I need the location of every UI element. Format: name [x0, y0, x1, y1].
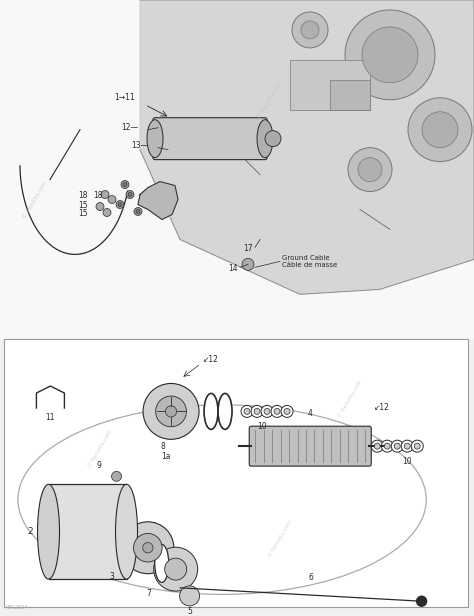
- Bar: [4, 339, 468, 607]
- Circle shape: [164, 558, 187, 580]
- Text: 7: 7: [146, 589, 151, 598]
- Circle shape: [136, 209, 140, 214]
- Circle shape: [96, 203, 104, 211]
- Circle shape: [116, 201, 124, 208]
- Ellipse shape: [257, 120, 273, 158]
- Circle shape: [155, 396, 186, 427]
- Text: 11: 11: [46, 413, 55, 422]
- Text: 1→11: 1→11: [114, 93, 135, 102]
- Ellipse shape: [116, 484, 137, 579]
- Circle shape: [134, 208, 142, 216]
- Polygon shape: [140, 0, 474, 294]
- Circle shape: [384, 443, 390, 449]
- Circle shape: [121, 180, 129, 188]
- Text: © Partzilla.com: © Partzilla.com: [257, 80, 283, 120]
- Circle shape: [414, 443, 420, 449]
- Circle shape: [362, 27, 418, 83]
- Bar: [330, 80, 370, 110]
- Circle shape: [281, 405, 293, 418]
- Polygon shape: [138, 182, 178, 219]
- Circle shape: [394, 443, 400, 449]
- Circle shape: [284, 408, 290, 415]
- Circle shape: [404, 443, 410, 449]
- Text: © Partzilla.com: © Partzilla.com: [337, 379, 363, 419]
- Text: REC2024: REC2024: [5, 604, 27, 610]
- Circle shape: [254, 408, 260, 415]
- Bar: [48, 484, 127, 579]
- Circle shape: [143, 543, 153, 553]
- Circle shape: [345, 10, 435, 100]
- Circle shape: [292, 12, 328, 48]
- Text: 17: 17: [243, 245, 253, 253]
- Circle shape: [241, 405, 253, 418]
- Circle shape: [154, 547, 198, 591]
- Circle shape: [118, 203, 122, 206]
- Text: 5: 5: [187, 607, 192, 616]
- Circle shape: [165, 406, 177, 417]
- Circle shape: [391, 440, 403, 452]
- Circle shape: [274, 408, 280, 415]
- Circle shape: [101, 190, 109, 198]
- Text: 10: 10: [257, 423, 267, 431]
- Ellipse shape: [155, 545, 169, 582]
- Text: 10: 10: [402, 457, 412, 466]
- FancyBboxPatch shape: [153, 118, 267, 160]
- Text: ↙12: ↙12: [374, 403, 390, 412]
- Text: 12—: 12—: [121, 123, 138, 132]
- Text: © Partzilla.com: © Partzilla.com: [267, 519, 293, 559]
- Circle shape: [265, 131, 281, 147]
- Ellipse shape: [37, 484, 60, 579]
- Text: 15: 15: [78, 209, 88, 219]
- Circle shape: [374, 443, 380, 449]
- Text: 13—: 13—: [131, 140, 148, 150]
- Circle shape: [371, 440, 383, 452]
- Circle shape: [180, 586, 200, 606]
- Circle shape: [251, 405, 263, 418]
- Circle shape: [408, 98, 472, 161]
- Circle shape: [111, 471, 121, 481]
- Text: 14: 14: [228, 264, 238, 274]
- Circle shape: [422, 111, 458, 148]
- Text: 15: 15: [78, 201, 88, 209]
- Circle shape: [244, 408, 250, 415]
- Circle shape: [261, 405, 273, 418]
- Circle shape: [348, 148, 392, 192]
- Text: 6: 6: [309, 573, 313, 582]
- Circle shape: [411, 440, 423, 452]
- Circle shape: [126, 190, 134, 198]
- Bar: [0, 0, 474, 339]
- Circle shape: [381, 440, 393, 452]
- Text: 4: 4: [308, 409, 313, 418]
- Circle shape: [123, 182, 127, 187]
- Circle shape: [417, 596, 427, 606]
- Circle shape: [242, 258, 254, 270]
- Circle shape: [143, 383, 199, 439]
- Text: ↙12: ↙12: [203, 355, 219, 363]
- Text: 18: 18: [78, 190, 88, 200]
- Circle shape: [358, 158, 382, 182]
- Text: © Partzilla.com: © Partzilla.com: [87, 429, 113, 469]
- Circle shape: [128, 193, 132, 197]
- Text: 2: 2: [27, 527, 33, 536]
- Ellipse shape: [204, 394, 218, 429]
- Text: Ground Cable
Câble de masse: Ground Cable Câble de masse: [282, 255, 337, 268]
- FancyBboxPatch shape: [249, 426, 371, 466]
- Text: 1a: 1a: [161, 452, 171, 461]
- Circle shape: [264, 408, 270, 415]
- Text: © Partzilla.com: © Partzilla.com: [22, 180, 48, 219]
- Text: 9: 9: [96, 461, 101, 471]
- Text: 8: 8: [161, 442, 165, 452]
- Circle shape: [134, 533, 162, 562]
- Ellipse shape: [147, 120, 163, 158]
- Bar: [290, 60, 370, 110]
- Circle shape: [103, 208, 111, 216]
- Circle shape: [122, 522, 174, 573]
- Text: 18: 18: [93, 190, 102, 200]
- Ellipse shape: [218, 394, 232, 429]
- Circle shape: [301, 21, 319, 39]
- Text: 3: 3: [109, 572, 114, 581]
- Circle shape: [271, 405, 283, 418]
- Circle shape: [401, 440, 413, 452]
- Circle shape: [108, 195, 116, 203]
